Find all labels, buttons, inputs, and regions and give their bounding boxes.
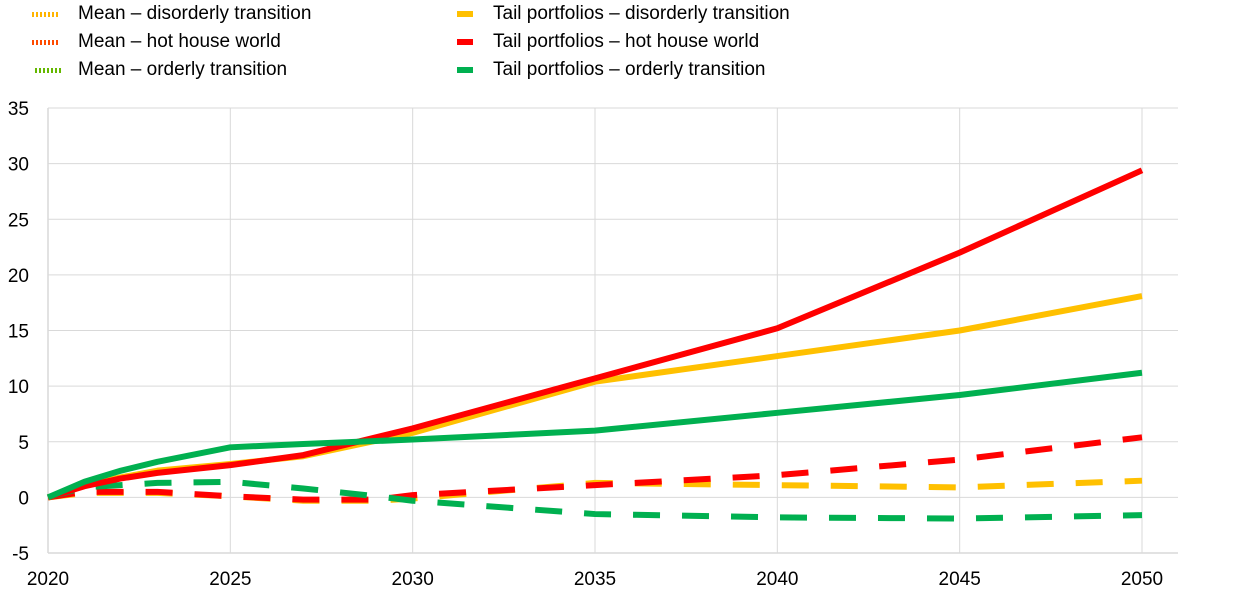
legend-item-tail-orderly: Tail portfolios – orderly transition	[457, 59, 765, 81]
x-tick-label: 2025	[209, 569, 251, 590]
x-tick-label: 2035	[574, 569, 616, 590]
x-tick-label: 2045	[939, 569, 981, 590]
legend-item-tail-hot-house: Tail portfolios – hot house world	[457, 31, 759, 53]
series-line-dashed-disorderly	[47, 477, 1143, 504]
x-tick-label: 2050	[1121, 569, 1163, 590]
series-line-solid-hot-house	[47, 167, 1144, 501]
legend-label: Mean – orderly transition	[78, 59, 288, 80]
legend-item-mean-hot-house: Mean – hot house world	[32, 31, 281, 53]
y-tick-label: 5	[18, 433, 29, 454]
y-tick-label: 0	[18, 488, 29, 509]
series-line-dashed-orderly	[47, 478, 1143, 522]
x-tick-label: 2030	[392, 569, 434, 590]
legend-item-mean-orderly: Mean – orderly transition	[35, 59, 287, 81]
legend-label: Tail portfolios – hot house world	[493, 31, 760, 52]
x-tick-label: 2020	[27, 569, 69, 590]
y-tick-label: 30	[8, 155, 29, 176]
y-tick-label: 10	[8, 377, 29, 398]
legend-swatch	[457, 11, 473, 17]
legend-swatch	[457, 67, 473, 73]
legend-label: Tail portfolios – disorderly transition	[493, 3, 790, 24]
legend-swatch	[35, 67, 61, 73]
y-tick-label: 20	[8, 266, 29, 287]
legend-swatch	[32, 39, 58, 45]
legend-item-mean-disorderly: Mean – disorderly transition	[32, 3, 311, 25]
y-tick-label: -5	[12, 544, 29, 565]
legend-label: Mean – disorderly transition	[78, 3, 312, 24]
legend-item-tail-disorderly: Tail portfolios – disorderly transition	[457, 3, 790, 25]
y-tick-label: 35	[8, 99, 29, 120]
y-tick-label: 25	[8, 210, 29, 231]
series-line-dashed-hot-house	[47, 434, 1143, 503]
legend-label: Mean – hot house world	[78, 31, 281, 52]
x-tick-label: 2040	[756, 569, 798, 590]
y-tick-label: 15	[8, 322, 29, 343]
legend-swatch	[457, 39, 473, 45]
legend-label: Tail portfolios – orderly transition	[493, 59, 766, 80]
legend-swatch	[32, 11, 58, 17]
series-line-solid-orderly	[46, 369, 1143, 501]
